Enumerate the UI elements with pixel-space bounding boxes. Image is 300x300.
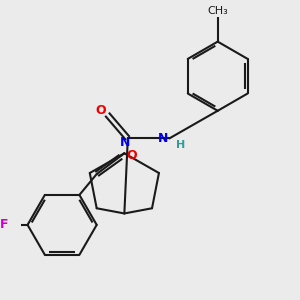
Text: O: O [126,148,137,161]
Text: N: N [158,132,169,145]
Text: H: H [176,140,185,150]
Text: N: N [120,136,130,149]
Text: O: O [95,104,106,117]
Text: F: F [0,218,8,231]
Text: CH₃: CH₃ [207,6,228,16]
